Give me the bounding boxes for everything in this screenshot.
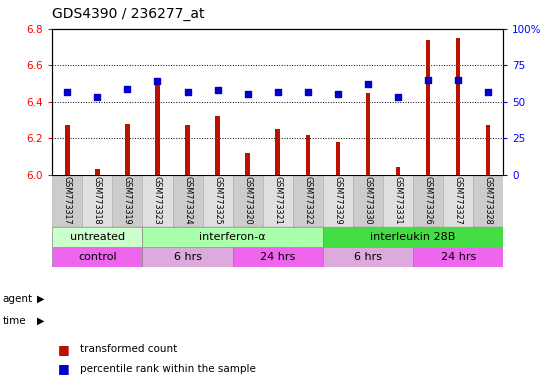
Point (93, 94, 102, 101)
Point (394, 94, 403, 101)
Bar (233, 175, 263, 227)
Bar (293, 175, 323, 227)
Bar (142, 175, 173, 227)
Bar (82, 175, 112, 227)
Bar (112, 175, 142, 227)
Bar (52, 175, 82, 227)
Bar (245, 153, 250, 175)
Point (304, 88, 312, 94)
Text: GSM773327: GSM773327 (454, 176, 463, 225)
Bar (95, 169, 100, 175)
Text: GSM773326: GSM773326 (424, 176, 433, 225)
Text: 6 hrs: 6 hrs (354, 252, 382, 262)
Point (243, 91, 252, 98)
Text: GDS4390 / 236277_at: GDS4390 / 236277_at (52, 7, 205, 21)
Bar (142, 227, 323, 247)
Bar (473, 175, 503, 227)
Text: ▶: ▶ (37, 316, 45, 326)
Text: untreated: untreated (70, 232, 125, 242)
Text: 6 hrs: 6 hrs (174, 252, 201, 262)
Bar (125, 124, 130, 175)
Bar (486, 126, 491, 175)
Text: GSM773330: GSM773330 (364, 176, 372, 225)
Bar (52, 227, 142, 247)
Point (333, 91, 342, 98)
Bar (65, 126, 69, 175)
Text: control: control (78, 252, 117, 262)
Bar (52, 247, 142, 267)
Bar (383, 175, 413, 227)
Bar (202, 175, 233, 227)
Point (454, 77, 463, 83)
Text: GSM773320: GSM773320 (243, 176, 252, 225)
Point (183, 88, 192, 94)
Text: GSM773319: GSM773319 (123, 176, 132, 225)
Point (123, 86, 132, 92)
Text: ■: ■ (58, 343, 69, 356)
Bar (336, 142, 340, 175)
Bar (353, 175, 383, 227)
Text: ▶: ▶ (37, 294, 45, 304)
Point (364, 81, 372, 87)
Point (273, 88, 282, 94)
Text: interferon-α: interferon-α (199, 232, 266, 242)
Bar (306, 135, 310, 175)
Bar (366, 93, 370, 175)
Text: 24 hrs: 24 hrs (441, 252, 476, 262)
Bar (443, 175, 473, 227)
Text: GSM773324: GSM773324 (183, 176, 192, 225)
Bar (426, 40, 430, 175)
Text: GSM773322: GSM773322 (303, 176, 312, 225)
Text: GSM773317: GSM773317 (63, 176, 72, 225)
Text: GSM773328: GSM773328 (483, 176, 493, 225)
Bar (396, 167, 400, 175)
Bar (276, 129, 280, 175)
Bar (323, 175, 353, 227)
Bar (142, 247, 233, 267)
Bar (263, 175, 293, 227)
Point (63, 88, 72, 94)
Bar (413, 247, 503, 267)
Text: GSM773331: GSM773331 (393, 176, 403, 225)
Text: 24 hrs: 24 hrs (260, 252, 295, 262)
Bar (173, 175, 202, 227)
Point (424, 77, 432, 83)
Text: percentile rank within the sample: percentile rank within the sample (80, 364, 256, 374)
Bar (413, 175, 443, 227)
Text: GSM773325: GSM773325 (213, 176, 222, 225)
Text: GSM773318: GSM773318 (93, 176, 102, 225)
Text: GSM773329: GSM773329 (333, 176, 343, 225)
Point (484, 88, 493, 94)
Text: transformed count: transformed count (80, 344, 177, 354)
Text: interleukin 28B: interleukin 28B (370, 232, 456, 242)
Point (213, 87, 222, 93)
Bar (456, 38, 460, 175)
Bar (323, 227, 503, 247)
Text: agent: agent (3, 294, 33, 304)
Text: ■: ■ (58, 362, 69, 375)
Text: GSM773323: GSM773323 (153, 176, 162, 225)
Point (153, 78, 162, 84)
Bar (216, 116, 220, 175)
Bar (185, 126, 190, 175)
Bar (233, 247, 323, 267)
Text: GSM773321: GSM773321 (273, 176, 282, 225)
Text: time: time (3, 316, 26, 326)
Bar (323, 247, 413, 267)
Bar (155, 84, 160, 175)
